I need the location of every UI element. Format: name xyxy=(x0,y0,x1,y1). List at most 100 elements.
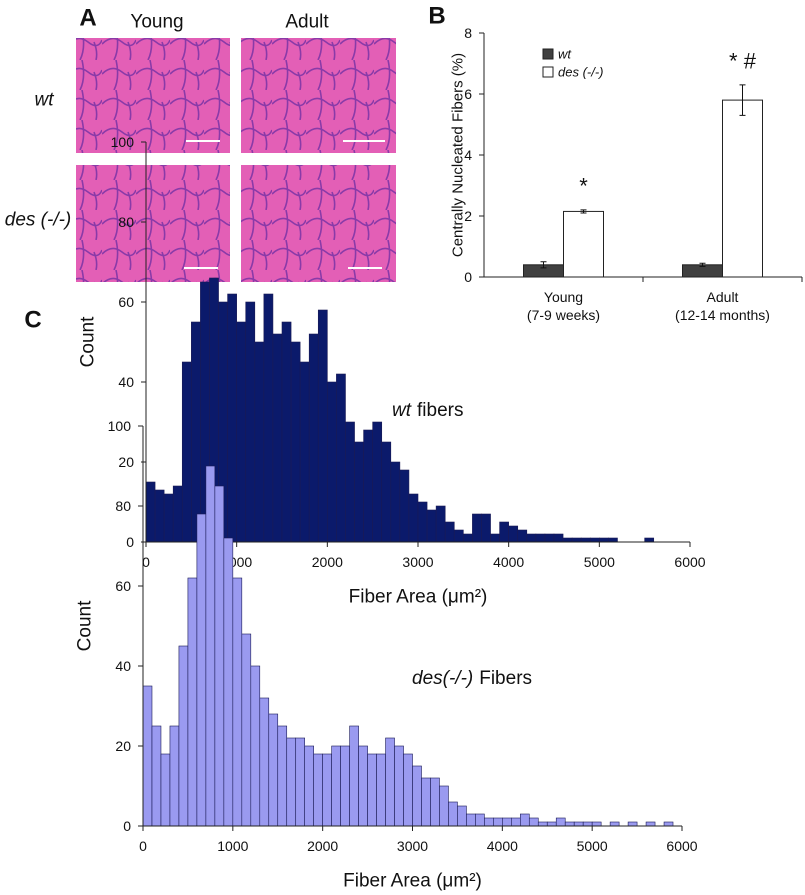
histogram-bar xyxy=(169,725,180,827)
histogram-bar xyxy=(466,813,476,827)
legend-label: wt xyxy=(558,47,572,62)
x-tick-label: 6000 xyxy=(666,838,697,854)
histogram-bar xyxy=(205,465,216,827)
histogram-bar xyxy=(499,521,509,543)
panel-letter: B xyxy=(428,3,445,30)
histogram-bar xyxy=(304,745,314,827)
y-tick-label: 0 xyxy=(123,818,131,834)
histogram-bar xyxy=(145,481,156,543)
y-axis-label: Centrally Nucleated Fibers (%) xyxy=(450,53,467,257)
histogram-bar xyxy=(322,753,332,827)
histogram-bar xyxy=(484,817,494,827)
histogram-bar xyxy=(290,341,301,543)
column-label: Adult xyxy=(285,12,329,33)
histogram-bar xyxy=(317,309,328,543)
histogram-bar xyxy=(372,421,383,543)
histogram-bar xyxy=(254,341,265,543)
micrographs xyxy=(76,38,396,282)
histogram-bar xyxy=(517,529,528,543)
histogram-bar xyxy=(430,777,440,827)
y-tick-label: 20 xyxy=(118,454,134,470)
histogram-bar xyxy=(390,461,401,543)
histogram-bar xyxy=(308,333,319,543)
histogram-bar xyxy=(417,501,428,543)
y-tick-label: 6 xyxy=(464,86,472,102)
error-bar xyxy=(540,261,547,269)
histogram-bar xyxy=(564,821,575,827)
histogram-bar xyxy=(286,737,297,827)
annotation: * # xyxy=(729,48,757,73)
histogram-bar xyxy=(663,821,674,827)
histogram-bar xyxy=(259,697,270,827)
bar xyxy=(563,210,604,278)
histogram-bar xyxy=(589,537,600,543)
histogram-bar xyxy=(439,785,449,827)
x-tick-label: Adult xyxy=(707,289,739,305)
histogram-bar xyxy=(412,765,422,827)
y-tick-label: 60 xyxy=(115,578,131,594)
histogram-bar xyxy=(227,293,237,543)
histogram-bar xyxy=(367,753,377,827)
histogram-bar xyxy=(444,521,455,543)
histogram-bar xyxy=(608,537,618,543)
x-axis-label: Fiber Area (μm²) xyxy=(343,871,482,892)
micrograph xyxy=(76,38,230,153)
histogram-bar xyxy=(426,509,437,543)
histogram-bar xyxy=(187,577,198,827)
x-tick-label: 2000 xyxy=(307,838,338,854)
histogram-bar xyxy=(519,813,530,827)
histogram-bar xyxy=(448,801,458,827)
x-tick-label: 5000 xyxy=(584,554,615,570)
histogram-bar xyxy=(385,737,395,827)
histogram-bar xyxy=(281,321,292,543)
histogram-bar xyxy=(163,493,174,543)
micrograph xyxy=(241,38,396,153)
histogram-bar xyxy=(408,493,419,543)
x-tick-label: 5000 xyxy=(577,838,608,854)
bar xyxy=(722,99,763,278)
histogram-bar xyxy=(475,813,485,827)
histogram-bar xyxy=(627,821,638,827)
histogram-bar xyxy=(553,533,564,543)
y-tick-label: 80 xyxy=(115,498,131,514)
histogram-bar xyxy=(645,821,656,827)
y-tick-label: 40 xyxy=(118,374,134,390)
x-tick-note: (12-14 months) xyxy=(675,307,770,323)
error-bar xyxy=(699,262,706,267)
histogram-bar xyxy=(196,513,207,827)
histogram-bar xyxy=(573,821,584,827)
annotation-italic: wt xyxy=(392,400,412,421)
histogram-bar xyxy=(376,753,386,827)
histogram-bar xyxy=(241,633,252,827)
x-tick-label: 1000 xyxy=(217,838,248,854)
histogram-bar xyxy=(502,817,512,827)
x-axis-label: Fiber Area (μm²) xyxy=(349,587,488,608)
x-tick-label: 2000 xyxy=(312,554,343,570)
y-tick-label: 4 xyxy=(464,147,472,163)
histogram-bar xyxy=(472,513,482,543)
legend-swatch xyxy=(542,48,554,60)
histogram-bar xyxy=(299,361,310,543)
histogram-bar xyxy=(399,469,410,543)
histogram-bar xyxy=(336,373,346,543)
histogram-bar xyxy=(313,753,323,827)
x-tick-label: 0 xyxy=(139,838,147,854)
y-tick-label: 80 xyxy=(118,214,134,230)
histogram-bar xyxy=(181,361,192,543)
histogram-bar xyxy=(591,821,602,827)
x-tick-label: 3000 xyxy=(397,838,428,854)
histogram-bar xyxy=(490,533,500,543)
histogram-bar xyxy=(528,817,539,827)
histogram-bar xyxy=(232,577,243,827)
histogram-bar xyxy=(421,777,431,827)
panel-letter: A xyxy=(79,5,96,32)
y-tick-label: 2 xyxy=(464,208,472,224)
histogram-bar xyxy=(562,537,573,543)
histogram-bar xyxy=(245,301,256,543)
histogram-bar xyxy=(453,529,464,543)
histogram-bar xyxy=(403,753,413,827)
histogram-bar xyxy=(236,321,247,543)
histogram-bar xyxy=(381,441,392,543)
histogram-bar xyxy=(599,537,609,543)
